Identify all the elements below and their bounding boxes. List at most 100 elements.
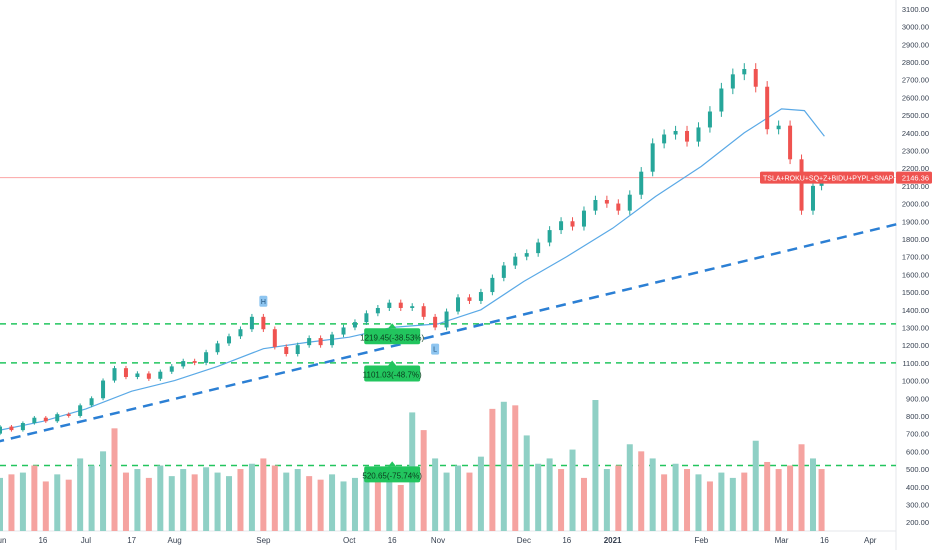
trendline: [0, 221, 903, 443]
candle-body: [238, 329, 243, 337]
marker-box: [259, 295, 268, 307]
candle: [146, 371, 151, 381]
y-tick-label: 3100.00: [902, 5, 929, 14]
candle: [169, 364, 174, 374]
candle: [215, 340, 220, 355]
candle: [456, 294, 461, 315]
candle-body: [66, 414, 71, 416]
y-tick-label: 2500.00: [902, 111, 929, 120]
candle-body: [341, 327, 346, 335]
candle: [112, 365, 117, 383]
candle-body: [146, 373, 151, 379]
candle: [776, 120, 781, 135]
candle: [570, 217, 575, 231]
volume-bar: [706, 481, 713, 531]
volume-bar: [283, 472, 290, 531]
candle: [101, 378, 106, 401]
candle-body: [55, 414, 60, 422]
candle: [639, 167, 644, 200]
callout: 520.65(-75.74%): [362, 461, 422, 483]
volume-bar: [443, 472, 450, 531]
candle-body: [387, 302, 392, 308]
volume-bar: [798, 444, 805, 531]
candles: [0, 63, 824, 436]
last-price-group: TSLA+ROKU+SQ+Z+BIDU+PYPL+SNAP+FLGT+RE...…: [760, 171, 932, 184]
y-tick-label: 1300.00: [902, 323, 929, 332]
trendline-group: [0, 221, 903, 443]
candle: [330, 331, 335, 348]
volume-bar: [661, 474, 668, 531]
y-tick-label: 2600.00: [902, 93, 929, 102]
candle: [9, 424, 14, 432]
volume-bar: [180, 469, 187, 531]
y-tick-label: 1400.00: [902, 306, 929, 315]
candle-body: [158, 371, 163, 379]
moving-average-line: [0, 108, 825, 431]
candle: [375, 304, 380, 317]
candle-body: [604, 200, 609, 204]
candle-body: [776, 125, 781, 130]
y-tick-label: 2700.00: [902, 76, 929, 85]
volume-bar: [31, 465, 38, 531]
candle: [627, 190, 632, 215]
callout: 1219.45(-38.53%): [360, 323, 425, 345]
candle: [307, 335, 312, 348]
horizontal-levels: [0, 177, 896, 467]
candle: [536, 238, 541, 257]
candle-body: [204, 352, 209, 363]
callout-box: [364, 328, 421, 345]
candle: [765, 81, 770, 135]
candle-body: [570, 221, 575, 227]
candle: [799, 154, 804, 215]
volume-bar: [432, 458, 439, 531]
volume-bar: [741, 472, 748, 531]
volume-bar: [466, 472, 473, 531]
y-tick-label: 2000.00: [902, 200, 929, 209]
candle: [444, 308, 449, 331]
volume-bar: [818, 469, 825, 531]
candle-body: [421, 306, 426, 317]
callout-pointer: [388, 360, 397, 366]
candle: [696, 122, 701, 147]
volume-bar: [191, 474, 198, 531]
x-tick-label: Feb: [694, 536, 708, 545]
volume-bar: [0, 477, 3, 531]
candle: [662, 129, 667, 149]
candle-body: [192, 361, 197, 363]
candle-body: [330, 334, 335, 346]
candle-body: [32, 417, 37, 424]
volume-bars: [0, 400, 825, 531]
y-tick-label: 1000.00: [902, 377, 929, 386]
x-tick-label: 16: [388, 536, 397, 545]
y-tick-label: 1100.00: [902, 359, 929, 368]
candle: [364, 310, 369, 325]
volume-bar: [580, 477, 587, 531]
candle: [192, 358, 197, 366]
x-tick-label: Mar: [775, 536, 789, 545]
volume-bar: [374, 481, 381, 531]
volume-bar: [363, 472, 370, 531]
volume-bar: [649, 458, 656, 531]
x-tick-label: Aug: [168, 536, 182, 545]
y-tick-label: 400.00: [906, 483, 929, 492]
volume-bar: [351, 477, 358, 531]
candle-body: [9, 426, 14, 431]
x-tick-label: Oct: [343, 536, 356, 545]
candle-body: [89, 398, 94, 406]
candle-body: [639, 171, 644, 195]
candle-body: [123, 368, 128, 378]
volume-bar: [329, 474, 336, 531]
candle: [20, 421, 25, 432]
volume-bar: [512, 405, 519, 531]
y-tick-label: 2100.00: [902, 182, 929, 191]
volume-bar: [340, 481, 347, 531]
volume-bar: [752, 440, 759, 531]
candle: [593, 195, 598, 215]
volume-bar: [397, 484, 404, 531]
y-tick-label: 2800.00: [902, 58, 929, 67]
y-tick-label: 800.00: [906, 412, 929, 421]
x-tick-label: 16: [562, 536, 571, 545]
volume-bar: [271, 465, 278, 531]
callout-label: 520.65(-75.74%): [362, 471, 422, 480]
candle: [284, 344, 289, 357]
